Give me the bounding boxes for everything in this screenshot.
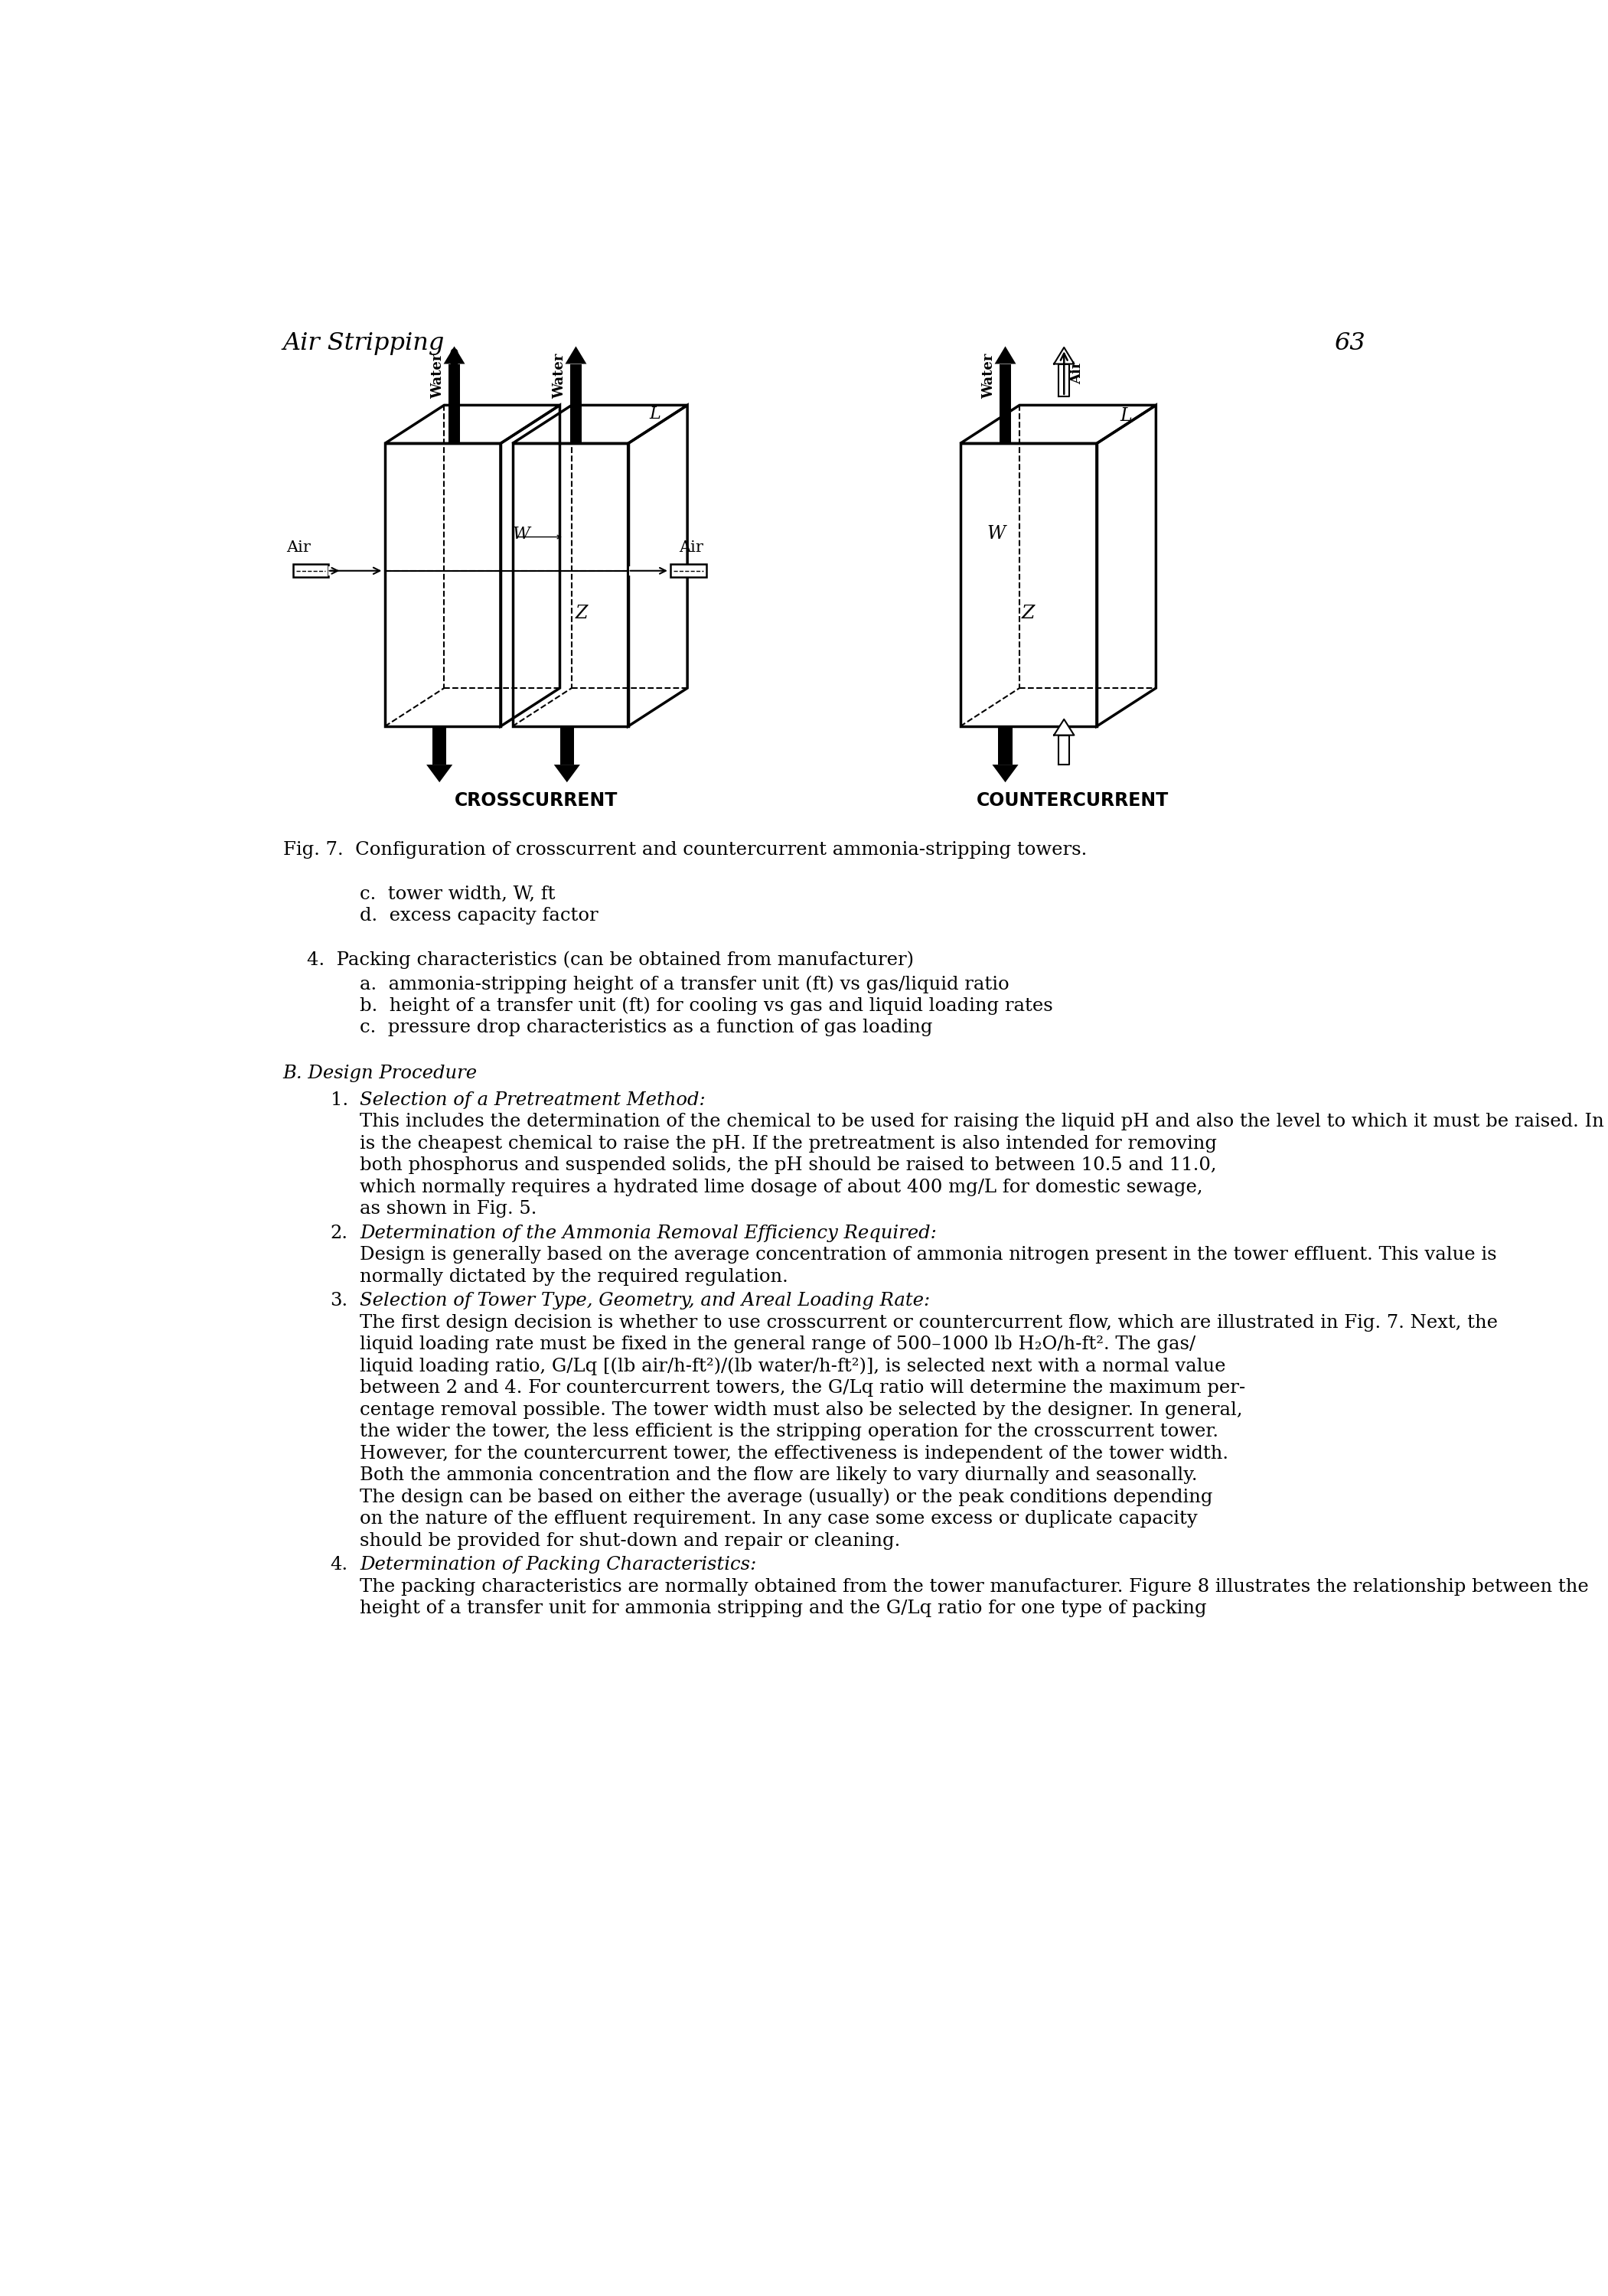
Polygon shape (1058, 363, 1069, 397)
Text: L: L (1121, 406, 1132, 425)
Text: as shown in Fig. 5.: as shown in Fig. 5. (360, 1201, 537, 1217)
Text: Z: Z (576, 604, 589, 622)
Text: Determination of Packing Characteristics:: Determination of Packing Characteristics… (360, 1557, 757, 1573)
Polygon shape (564, 347, 587, 363)
Text: on the nature of the effluent requirement. In any case some excess or duplicate : on the nature of the effluent requiremen… (360, 1511, 1198, 1527)
Text: 4.  Packing characteristics (can be obtained from manufacturer): 4. Packing characteristics (can be obtai… (307, 951, 913, 969)
Polygon shape (1000, 363, 1011, 443)
Text: which normally requires a hydrated lime dosage of about 400 mg/L for domestic se: which normally requires a hydrated lime … (360, 1178, 1203, 1196)
Text: 4.: 4. (330, 1557, 347, 1573)
Text: This includes the determination of the chemical to be used for raising the liqui: This includes the determination of the c… (360, 1114, 1608, 1130)
Polygon shape (433, 728, 447, 765)
Text: Water: Water (553, 354, 566, 400)
Text: 63: 63 (1335, 331, 1365, 356)
Polygon shape (444, 347, 465, 363)
Text: Selection of Tower Type, Geometry, and Areal Loading Rate:: Selection of Tower Type, Geometry, and A… (360, 1293, 931, 1309)
Polygon shape (629, 567, 664, 576)
Text: 2.: 2. (330, 1224, 347, 1242)
Text: between 2 and 4. For countercurrent towers, the G/Lq ratio will determine the ma: between 2 and 4. For countercurrent towe… (360, 1380, 1246, 1396)
Text: the wider the tower, the less efficient is the stripping operation for the cross: the wider the tower, the less efficient … (360, 1424, 1219, 1440)
Text: c.  tower width, W, ft: c. tower width, W, ft (360, 886, 555, 902)
Bar (671, 565, 706, 576)
Polygon shape (999, 728, 1013, 765)
Text: The first design decision is whether to use crosscurrent or countercurrent flow,: The first design decision is whether to … (360, 1313, 1499, 1332)
Text: normally dictated by the required regulation.: normally dictated by the required regula… (360, 1267, 788, 1286)
Text: Water: Water (431, 354, 444, 400)
Polygon shape (992, 765, 1018, 783)
Text: Air Stripping: Air Stripping (283, 331, 445, 356)
Text: Fig. 7.  Configuration of crosscurrent and countercurrent ammonia-stripping towe: Fig. 7. Configuration of crosscurrent an… (283, 840, 1087, 859)
Text: The packing characteristics are normally obtained from the tower manufacturer. F: The packing characteristics are normally… (360, 1577, 1589, 1596)
Text: should be provided for shut-down and repair or cleaning.: should be provided for shut-down and rep… (360, 1531, 900, 1550)
Text: Selection of a Pretreatment Method:: Selection of a Pretreatment Method: (360, 1091, 706, 1109)
Text: W: W (513, 526, 531, 542)
Polygon shape (426, 765, 452, 783)
Text: Water: Water (982, 354, 995, 400)
Text: is the cheapest chemical to raise the pH. If the pretreatment is also intended f: is the cheapest chemical to raise the pH… (360, 1134, 1217, 1153)
Polygon shape (1053, 347, 1074, 363)
Text: Air: Air (286, 540, 310, 556)
Text: COUNTERCURRENT: COUNTERCURRENT (976, 792, 1169, 810)
Polygon shape (328, 567, 341, 576)
Polygon shape (569, 363, 582, 443)
Polygon shape (1053, 719, 1074, 735)
Text: Both the ammonia concentration and the flow are likely to vary diurnally and sea: Both the ammonia concentration and the f… (360, 1467, 1198, 1483)
Text: B. Design Procedure: B. Design Procedure (283, 1065, 478, 1081)
Polygon shape (1058, 735, 1069, 765)
Polygon shape (560, 728, 574, 765)
Text: The design can be based on either the average (usually) or the peak conditions d: The design can be based on either the av… (360, 1488, 1212, 1506)
Text: Z: Z (1021, 604, 1036, 622)
Polygon shape (995, 347, 1016, 363)
Text: Air: Air (679, 540, 704, 556)
Text: 1.: 1. (330, 1091, 347, 1109)
Text: 3.: 3. (330, 1293, 347, 1309)
Text: W: W (987, 526, 1005, 542)
Text: b.  height of a transfer unit (ft) for cooling vs gas and liquid loading rates: b. height of a transfer unit (ft) for co… (360, 996, 1053, 1015)
Text: Determination of the Ammonia Removal Efficiency Required:: Determination of the Ammonia Removal Eff… (360, 1224, 937, 1242)
Bar (293, 565, 328, 576)
Text: height of a transfer unit for ammonia stripping and the G/Lq ratio for one type : height of a transfer unit for ammonia st… (360, 1600, 1208, 1616)
Text: CROSSCURRENT: CROSSCURRENT (455, 792, 617, 810)
Text: However, for the countercurrent tower, the effectiveness is independent of the t: However, for the countercurrent tower, t… (360, 1444, 1229, 1463)
Text: Air: Air (1071, 360, 1084, 383)
Text: liquid loading rate must be fixed in the general range of 500–1000 lb H₂O/h-ft².: liquid loading rate must be fixed in the… (360, 1336, 1196, 1352)
Text: both phosphorus and suspended solids, the pH should be raised to between 10.5 an: both phosphorus and suspended solids, th… (360, 1157, 1217, 1173)
Text: Design is generally based on the average concentration of ammonia nitrogen prese: Design is generally based on the average… (360, 1247, 1497, 1263)
Text: c.  pressure drop characteristics as a function of gas loading: c. pressure drop characteristics as a fu… (360, 1019, 933, 1035)
Text: d.  excess capacity factor: d. excess capacity factor (360, 907, 598, 925)
Polygon shape (553, 765, 580, 783)
Text: centage removal possible. The tower width must also be selected by the designer.: centage removal possible. The tower widt… (360, 1401, 1243, 1419)
Text: liquid loading ratio, G/Lq [(lb air/h-ft²)/(lb water/h-ft²)], is selected next w: liquid loading ratio, G/Lq [(lb air/h-ft… (360, 1357, 1225, 1375)
Text: a.  ammonia-stripping height of a transfer unit (ft) vs gas/liquid ratio: a. ammonia-stripping height of a transfe… (360, 976, 1010, 994)
Text: L: L (650, 406, 661, 422)
Polygon shape (449, 363, 460, 443)
